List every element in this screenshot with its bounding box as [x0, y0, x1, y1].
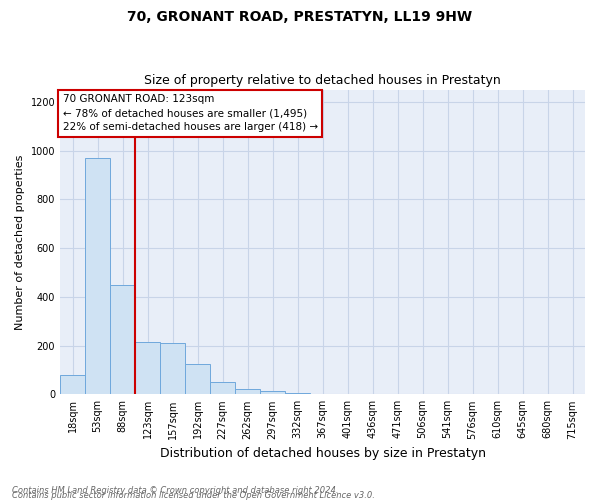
Title: Size of property relative to detached houses in Prestatyn: Size of property relative to detached ho… [144, 74, 501, 87]
Bar [60, 375, 85, 394]
Bar [160, 343, 185, 394]
Bar [285, 393, 310, 394]
Text: Contains public sector information licensed under the Open Government Licence v3: Contains public sector information licen… [12, 491, 375, 500]
Text: 70, GRONANT ROAD, PRESTATYN, LL19 9HW: 70, GRONANT ROAD, PRESTATYN, LL19 9HW [127, 10, 473, 24]
Text: Contains HM Land Registry data © Crown copyright and database right 2024.: Contains HM Land Registry data © Crown c… [12, 486, 338, 495]
Bar [260, 390, 285, 394]
Bar [185, 364, 210, 394]
Bar [210, 382, 235, 394]
Text: 70 GRONANT ROAD: 123sqm
← 78% of detached houses are smaller (1,495)
22% of semi: 70 GRONANT ROAD: 123sqm ← 78% of detache… [62, 94, 317, 132]
Bar [135, 342, 160, 394]
X-axis label: Distribution of detached houses by size in Prestatyn: Distribution of detached houses by size … [160, 447, 485, 460]
Bar [110, 284, 135, 395]
Bar [85, 158, 110, 394]
Y-axis label: Number of detached properties: Number of detached properties [15, 154, 25, 330]
Bar [235, 390, 260, 394]
